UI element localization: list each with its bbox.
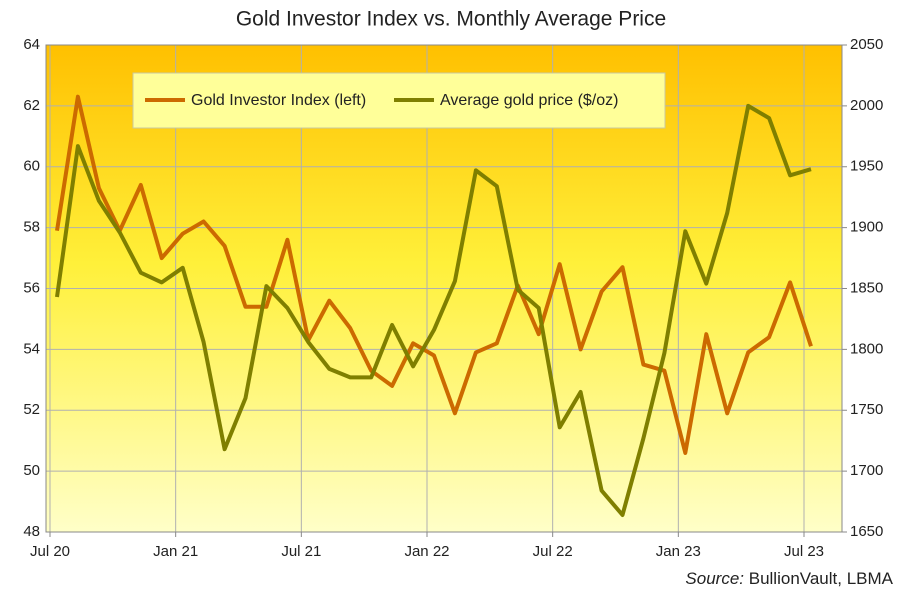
x-tick-label: Jan 22 xyxy=(404,543,449,560)
y-tick-label: 60 xyxy=(23,158,40,175)
y-tick-label: 50 xyxy=(23,462,40,479)
x-tick-label: Jul 23 xyxy=(784,543,824,560)
y-tick-label: 62 xyxy=(23,97,40,114)
x-tick-label: Jul 21 xyxy=(281,543,321,560)
series-line xyxy=(55,103,812,517)
source-label: Source: xyxy=(685,569,744,588)
series-line xyxy=(55,94,813,455)
y2-tick-label: 1750 xyxy=(850,401,883,418)
y2-tick-label: 1700 xyxy=(850,462,883,479)
x-tick-label: Jan 23 xyxy=(656,543,701,560)
x-tick-label: Jan 21 xyxy=(153,543,198,560)
y-tick-label: 58 xyxy=(23,219,40,236)
x-tick-label: Jul 20 xyxy=(30,543,70,560)
y-tick-label: 48 xyxy=(23,523,40,540)
source-text: BullionVault, LBMA xyxy=(749,569,894,588)
y-tick-label: 52 xyxy=(23,401,40,418)
y2-tick-label: 1850 xyxy=(850,279,883,296)
source: Source: BullionVault, LBMA xyxy=(685,569,893,588)
y-tick-label: 64 xyxy=(23,36,40,53)
y2-tick-label: 1800 xyxy=(850,340,883,357)
y2-tick-label: 1650 xyxy=(850,523,883,540)
y2-tick-label: 1900 xyxy=(850,219,883,236)
x-tick-label: Jul 22 xyxy=(533,543,573,560)
legend-label: Average gold price ($/oz) xyxy=(440,92,618,109)
legend-label: Gold Investor Index (left) xyxy=(191,92,366,109)
y-tick-label: 54 xyxy=(23,340,40,357)
y-tick-label: 56 xyxy=(23,279,40,296)
chart-title: Gold Investor Index vs. Monthly Average … xyxy=(236,8,666,31)
y2-tick-label: 1950 xyxy=(850,158,883,175)
y2-tick-label: 2000 xyxy=(850,97,883,114)
y2-tick-label: 2050 xyxy=(850,36,883,53)
